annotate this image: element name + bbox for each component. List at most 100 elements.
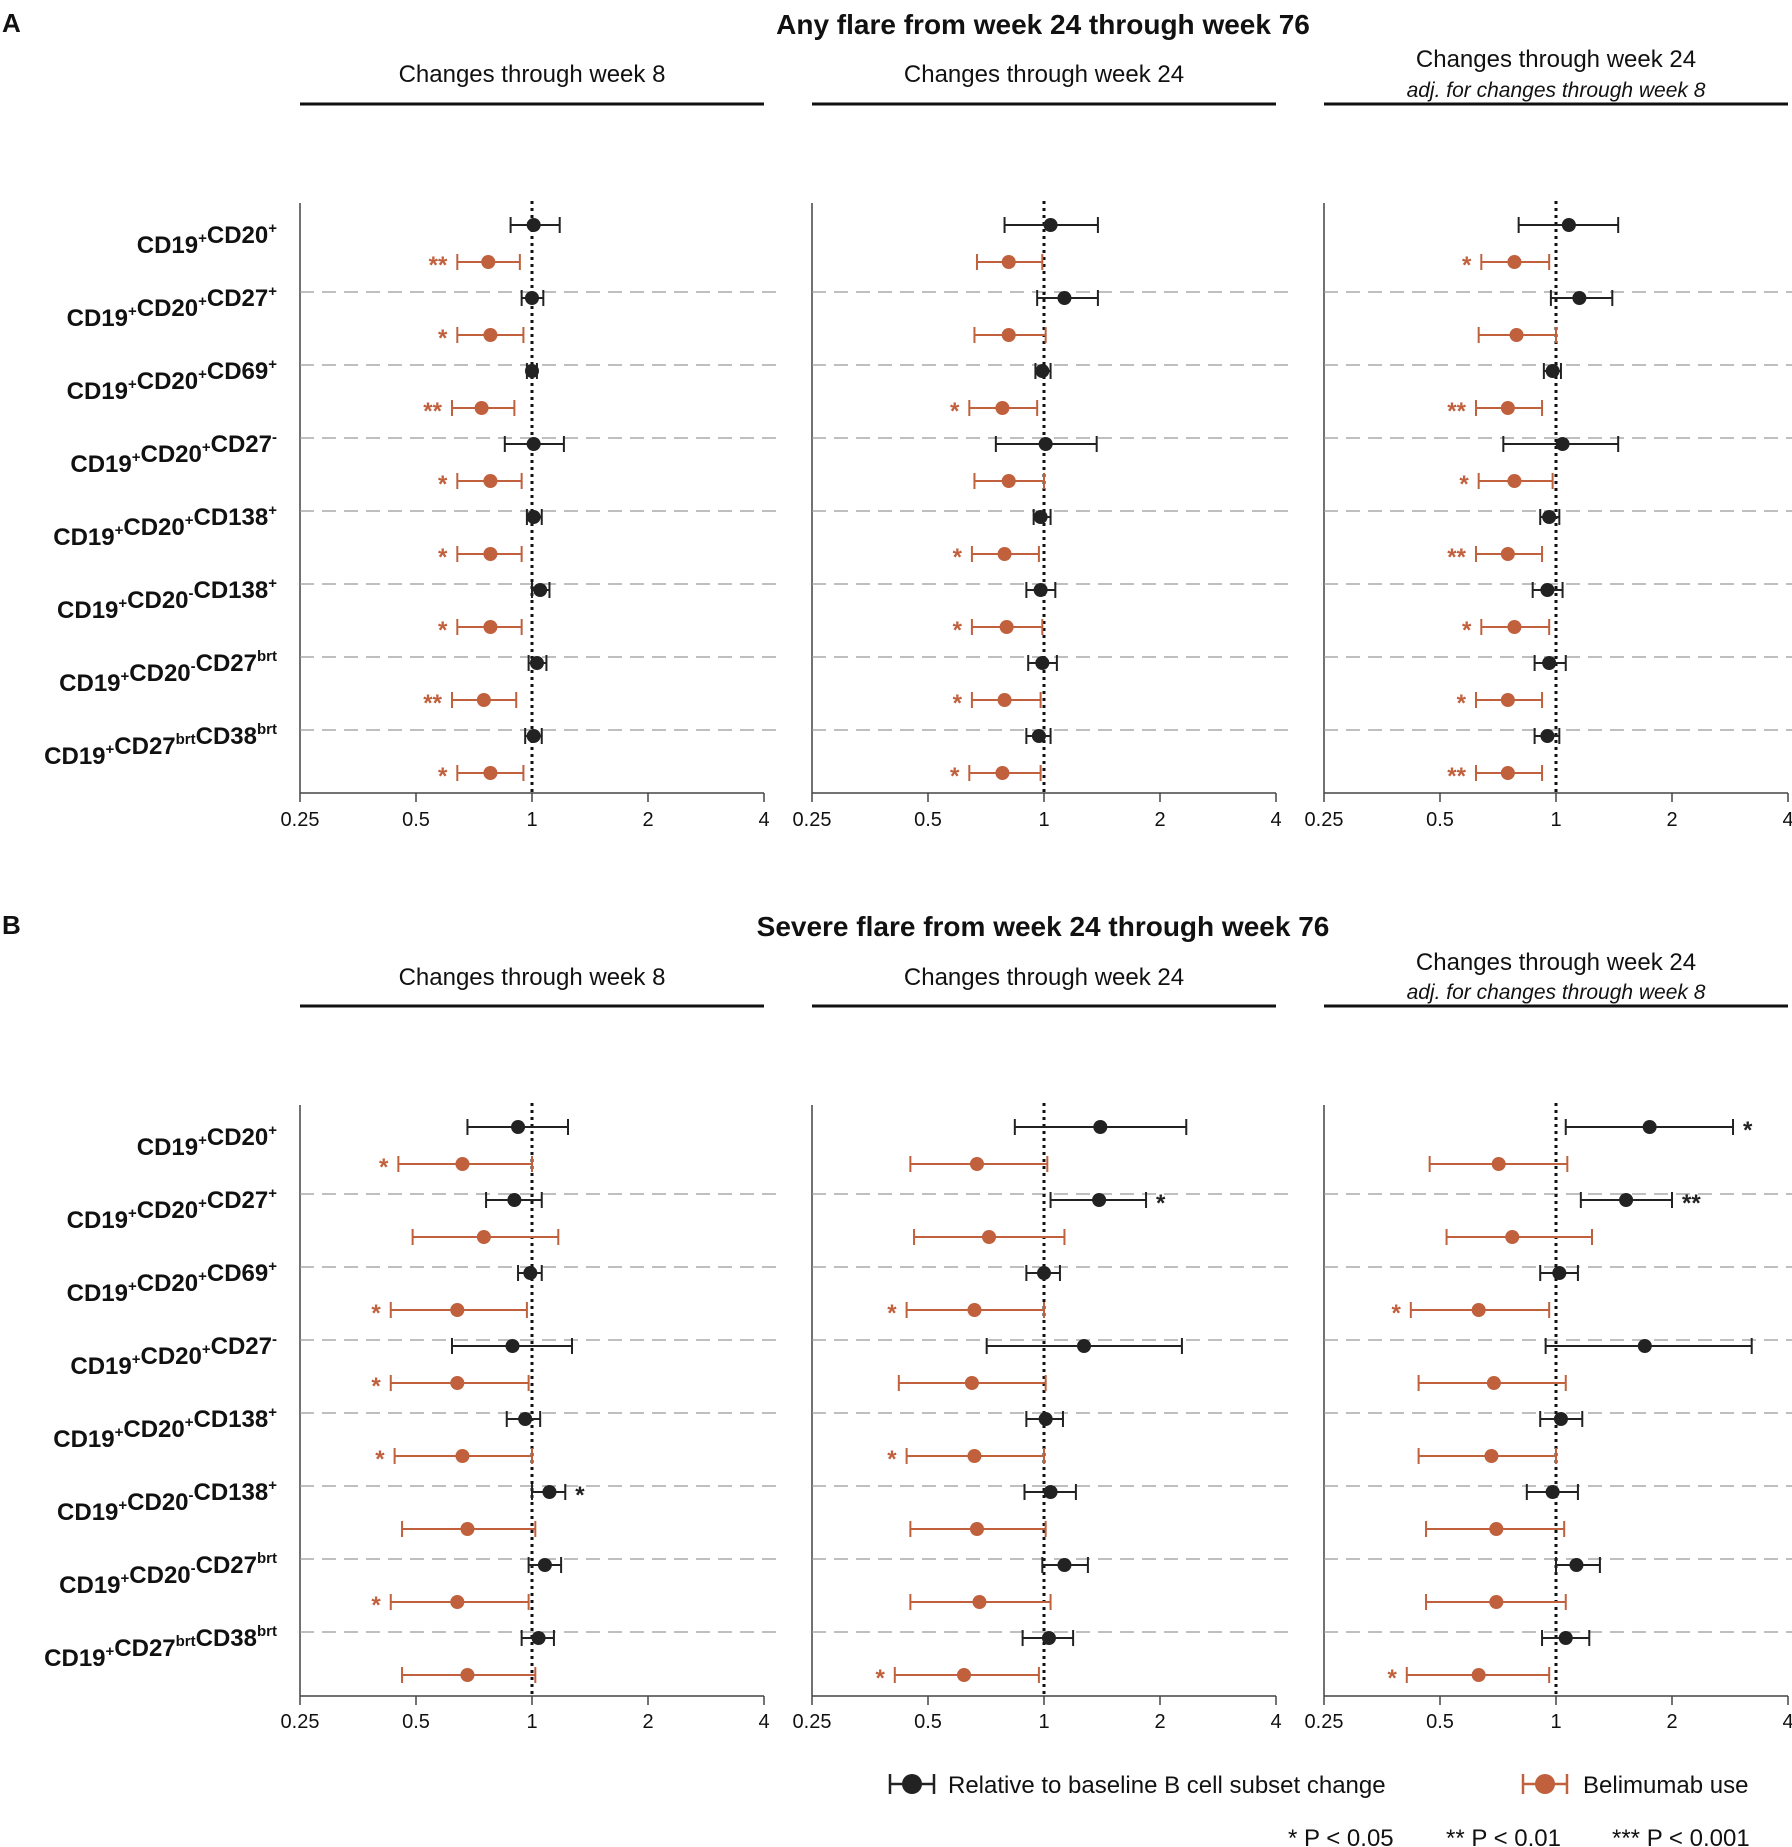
belimumab-point-estimate: [460, 1668, 475, 1682]
significance-marker: *: [1391, 1300, 1401, 1327]
x-tick-label: 2: [642, 1711, 653, 1733]
baseline-point: [517, 1265, 543, 1281]
baseline-point-estimate: [1558, 1631, 1573, 1645]
column-title: Changes through week 24: [1416, 46, 1696, 73]
column-subtitle: adj. for changes through week 8: [1407, 981, 1706, 1004]
legend-belimumab-marker: [1521, 1774, 1569, 1794]
belimumab-point: **: [1447, 763, 1544, 790]
sig-note-p01: ** P < 0.01: [1446, 1825, 1561, 1847]
significance-marker: *: [438, 325, 448, 352]
belimumab-point-estimate: [483, 547, 498, 561]
significance-marker: *: [953, 544, 963, 571]
x-tick-label: 0.25: [281, 809, 320, 831]
belimumab-point: **: [1447, 398, 1544, 425]
baseline-point: [520, 290, 545, 306]
baseline-point: [505, 1411, 542, 1427]
baseline-point: [1032, 509, 1052, 525]
baseline-point: [466, 1119, 569, 1135]
belimumab-point: *: [887, 1446, 1045, 1473]
baseline-point: [1021, 1630, 1075, 1646]
row-label: CD19+CD20+CD27-: [70, 1331, 277, 1380]
panel-title: Severe flare from week 24 through week 7…: [757, 911, 1330, 942]
row-label: CD19+CD20+: [137, 1122, 277, 1161]
belimumab-point-estimate: [455, 1449, 470, 1463]
baseline-point-estimate: [1552, 1266, 1567, 1280]
baseline-point: [1533, 655, 1567, 671]
baseline-point-estimate: [1043, 218, 1058, 232]
baseline-point-estimate: [525, 364, 539, 378]
belimumab-point-estimate: [997, 547, 1012, 561]
x-tick-label: 4: [1270, 809, 1281, 831]
row-label: CD19+CD20+CD69+: [67, 356, 278, 405]
significance-marker: *: [887, 1446, 897, 1473]
baseline-point: [994, 436, 1098, 452]
baseline-point-estimate: [1642, 1120, 1657, 1134]
significance-marker: *: [379, 1154, 389, 1181]
x-tick-label: 4: [1782, 1711, 1792, 1733]
baseline-point-estimate: [1092, 1193, 1107, 1207]
belimumab-point-estimate: [1500, 766, 1515, 780]
belimumab-point: [1428, 1156, 1569, 1172]
forest-column: 0.25 0.5 1 2 4 * * * *: [793, 1103, 1296, 1733]
significance-marker: *: [953, 690, 963, 717]
significance-marker: **: [423, 690, 442, 717]
belimumab-point: [897, 1375, 1047, 1391]
panel-letter: B: [2, 910, 21, 940]
belimumab-point-estimate: [995, 401, 1010, 415]
significance-marker: **: [1447, 398, 1466, 425]
baseline-point-estimate: [1043, 1485, 1058, 1499]
belimumab-point: [1425, 1594, 1567, 1610]
baseline-point: [531, 582, 551, 598]
belimumab-point-estimate: [481, 255, 496, 269]
belimumab-point-estimate: [1491, 1157, 1506, 1171]
baseline-point-estimate: [1038, 437, 1053, 451]
belimumab-point: *: [1391, 1300, 1551, 1327]
baseline-point-estimate: [1038, 1412, 1053, 1426]
baseline-point: [1036, 290, 1099, 306]
belimumab-point: *: [950, 763, 1042, 790]
baseline-point-estimate: [529, 656, 544, 670]
belimumab-point: *: [953, 617, 1044, 644]
belimumab-point-estimate: [964, 1376, 979, 1390]
significance-marker: *: [1156, 1190, 1166, 1217]
belimumab-point: [1425, 1521, 1566, 1537]
x-tick-label: 2: [642, 809, 653, 831]
belimumab-point: *: [438, 544, 523, 571]
x-tick-label: 0.5: [402, 1711, 430, 1733]
baseline-point-estimate: [1093, 1120, 1108, 1134]
baseline-point: [1539, 509, 1561, 525]
baseline-point-estimate: [1041, 1631, 1056, 1645]
baseline-point-estimate: [1540, 583, 1555, 597]
significance-marker: *: [438, 763, 448, 790]
x-tick-label: 0.5: [914, 809, 942, 831]
baseline-point: [485, 1192, 543, 1208]
baseline-point: [1027, 655, 1058, 671]
baseline-point-estimate: [523, 1266, 538, 1280]
baseline-point: [509, 217, 561, 233]
baseline-point-estimate: [1545, 364, 1560, 378]
significance-marker: **: [429, 252, 448, 279]
belimumab-point: [401, 1521, 537, 1537]
x-tick-label: 0.5: [1426, 1711, 1454, 1733]
belimumab-point-estimate: [476, 1230, 491, 1244]
belimumab-point-estimate: [1509, 328, 1524, 342]
row-label: CD19+CD20-CD138+: [57, 575, 277, 624]
belimumab-point-estimate: [999, 620, 1014, 634]
baseline-point-estimate: [507, 1193, 522, 1207]
belimumab-point-estimate: [483, 766, 498, 780]
baseline-point-estimate: [531, 1631, 546, 1645]
baseline-point-estimate: [537, 1558, 552, 1572]
x-tick-label: 4: [758, 809, 769, 831]
belimumab-point-estimate: [1471, 1303, 1486, 1317]
baseline-point: [1034, 363, 1052, 379]
x-tick-label: 0.5: [1426, 809, 1454, 831]
baseline-point: [1531, 582, 1564, 598]
forest-column: 0.25 0.5 1 2 4 * * * * * *: [281, 1103, 784, 1733]
belimumab-point-estimate: [1500, 693, 1515, 707]
column-title: Changes through week 8: [399, 964, 666, 991]
baseline-point-estimate: [1637, 1339, 1652, 1353]
significance-marker: **: [423, 398, 442, 425]
significance-marker: *: [1743, 1117, 1753, 1144]
belimumab-point: *: [375, 1446, 533, 1473]
x-tick-label: 0.5: [402, 809, 430, 831]
